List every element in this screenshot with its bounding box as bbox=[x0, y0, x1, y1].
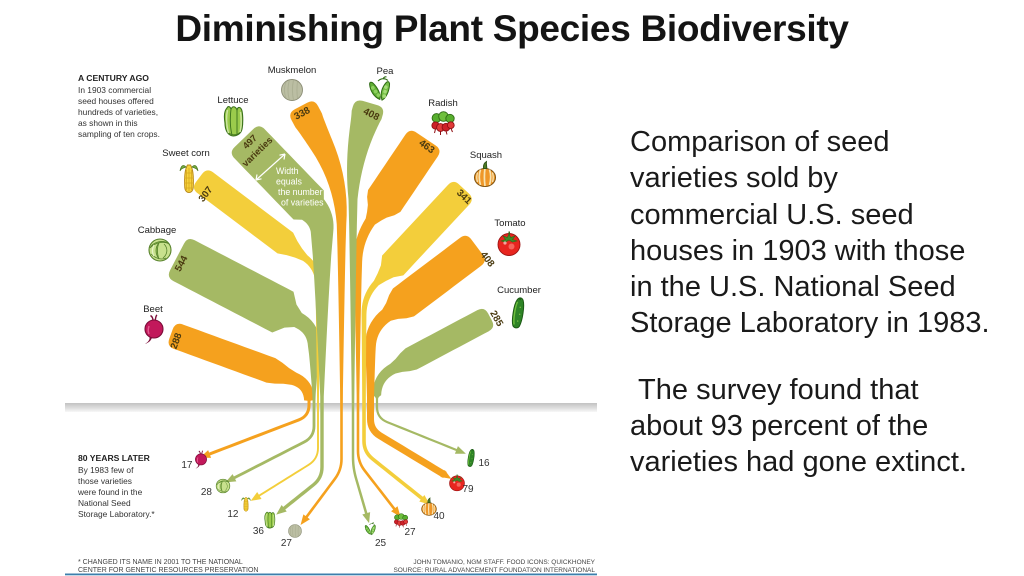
svg-text:Pea: Pea bbox=[377, 66, 395, 77]
svg-text:Cucumber: Cucumber bbox=[497, 285, 541, 296]
svg-text:Muskmelon: Muskmelon bbox=[268, 65, 317, 76]
svg-text:A CENTURY AGO: A CENTURY AGO bbox=[78, 73, 149, 83]
svg-text:288: 288 bbox=[169, 331, 185, 351]
svg-text:were found in the: were found in the bbox=[77, 487, 143, 497]
svg-text:Squash: Squash bbox=[470, 150, 502, 161]
svg-text:80 YEARS LATER: 80 YEARS LATER bbox=[78, 453, 151, 463]
svg-text:as shown in this: as shown in this bbox=[78, 118, 138, 128]
svg-text:equals: equals bbox=[276, 177, 303, 187]
svg-text:27: 27 bbox=[405, 527, 417, 538]
svg-text:79: 79 bbox=[463, 484, 475, 495]
svg-text:In 1903 commercial: In 1903 commercial bbox=[78, 85, 151, 95]
svg-text:By 1983 few of: By 1983 few of bbox=[78, 465, 134, 475]
svg-text:Cabbage: Cabbage bbox=[138, 225, 177, 236]
svg-text:Storage Laboratory.*: Storage Laboratory.* bbox=[78, 509, 155, 519]
svg-text:the number: the number bbox=[278, 187, 323, 197]
svg-text:JOHN TOMANIO, NGM STAFF. FOOD: JOHN TOMANIO, NGM STAFF. FOOD ICONS: QUI… bbox=[413, 559, 595, 566]
svg-text:Lettuce: Lettuce bbox=[217, 95, 248, 106]
svg-text:17: 17 bbox=[181, 460, 193, 471]
svg-text:12: 12 bbox=[227, 509, 239, 520]
svg-text:seed houses offered: seed houses offered bbox=[78, 96, 154, 106]
svg-text:16: 16 bbox=[479, 458, 491, 469]
svg-text:Width: Width bbox=[276, 166, 299, 176]
svg-text:36: 36 bbox=[253, 526, 265, 537]
svg-text:40: 40 bbox=[434, 511, 446, 522]
svg-text:Radish: Radish bbox=[428, 98, 458, 109]
svg-text:28: 28 bbox=[201, 487, 213, 498]
svg-text:27: 27 bbox=[281, 538, 293, 549]
svg-text:Beet: Beet bbox=[143, 304, 163, 315]
svg-text:sampling of ten crops.: sampling of ten crops. bbox=[78, 129, 160, 139]
svg-text:CENTER FOR GENETIC RESOURCES P: CENTER FOR GENETIC RESOURCES PRESERVATIO… bbox=[78, 567, 258, 574]
svg-text:those varieties: those varieties bbox=[78, 476, 132, 486]
svg-text:Sweet corn: Sweet corn bbox=[162, 148, 210, 159]
svg-text:hundreds of varieties,: hundreds of varieties, bbox=[78, 107, 158, 117]
svg-text:25: 25 bbox=[375, 538, 387, 549]
svg-text:National Seed: National Seed bbox=[78, 498, 131, 508]
svg-text:of varieties: of varieties bbox=[281, 198, 324, 208]
svg-text:Tomato: Tomato bbox=[494, 218, 525, 229]
svg-text:SOURCE: RURAL ADVANCEMENT FOUN: SOURCE: RURAL ADVANCEMENT FOUNDATION INT… bbox=[393, 567, 595, 574]
svg-text:* CHANGED ITS NAME IN 2001 TO: * CHANGED ITS NAME IN 2001 TO THE NATION… bbox=[78, 559, 243, 566]
